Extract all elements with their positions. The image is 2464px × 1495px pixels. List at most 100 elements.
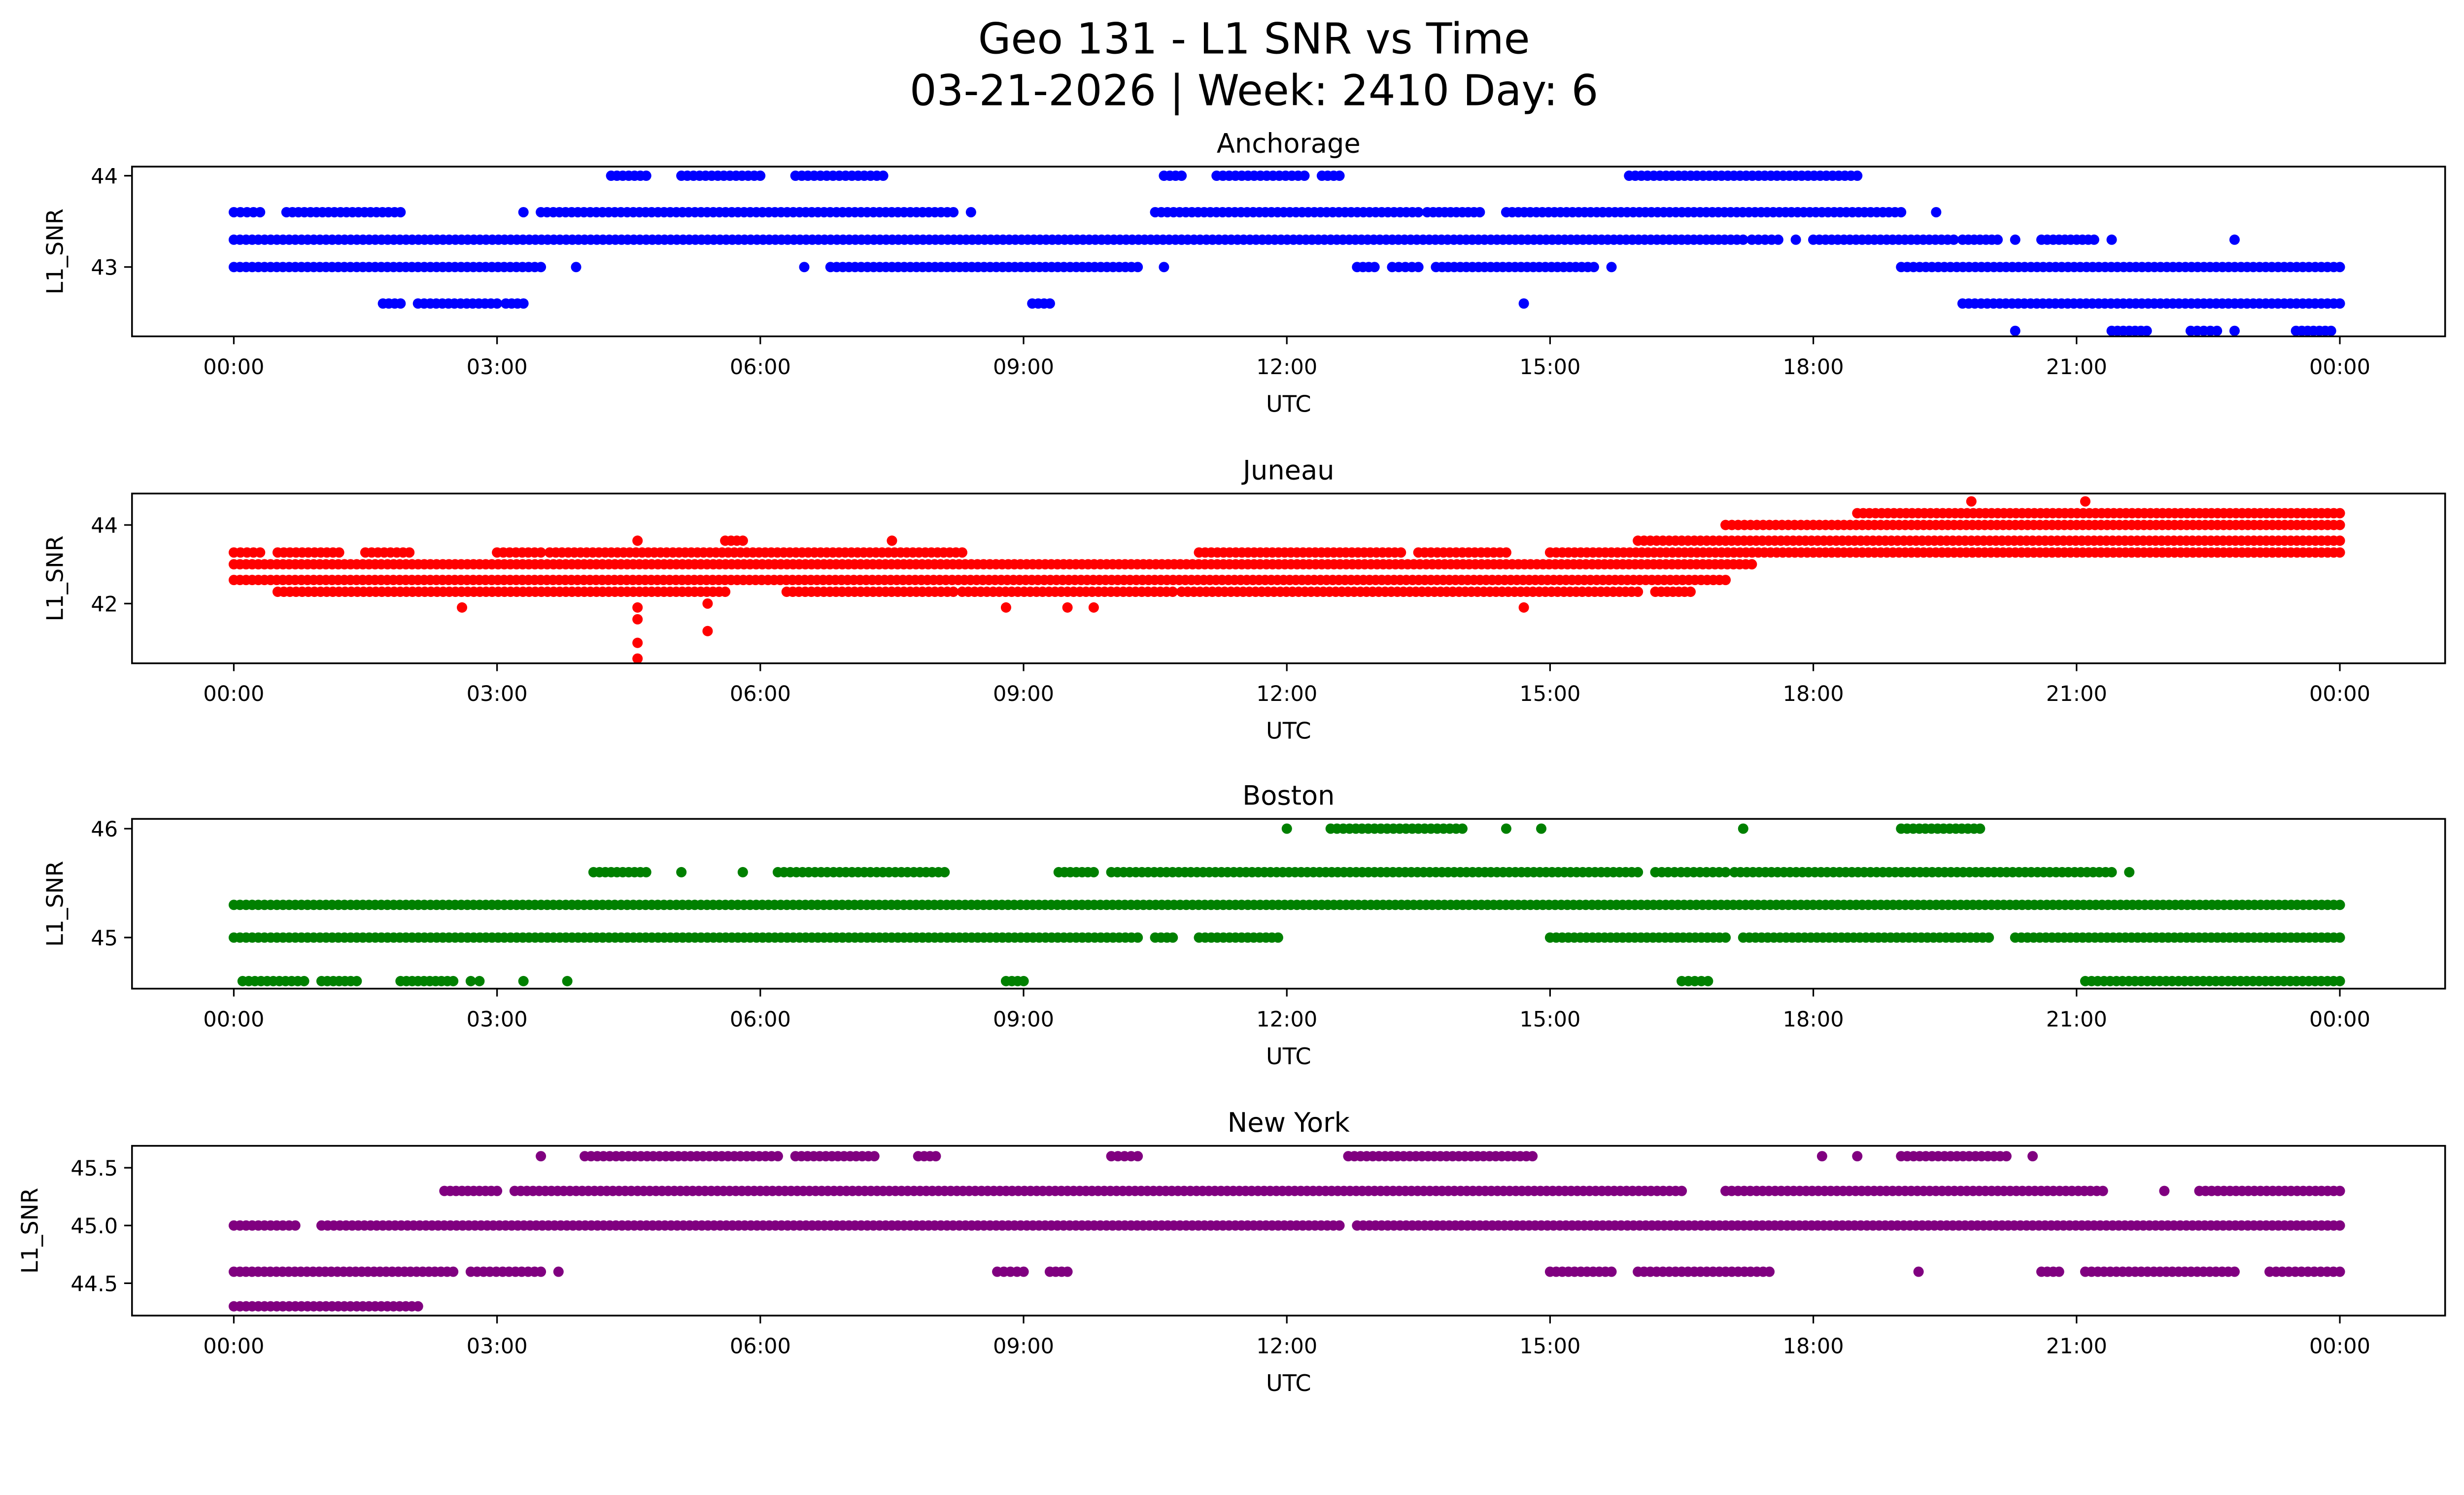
data-point (2124, 867, 2135, 877)
x-tick-label: 21:00 (2046, 682, 2107, 706)
data-point (948, 207, 959, 218)
data-point (2229, 1266, 2240, 1277)
data-point (1518, 602, 1529, 613)
y-tick-label: 44 (91, 164, 118, 189)
data-point (299, 975, 309, 986)
data-point (632, 637, 643, 648)
x-tick-label: 09:00 (993, 1334, 1054, 1359)
data-point (465, 975, 476, 986)
x-tick-label: 06:00 (730, 1007, 791, 1032)
data-point (1606, 1266, 1617, 1277)
data-point (1536, 823, 1547, 834)
data-point (720, 587, 731, 597)
data-point (1606, 262, 1617, 273)
data-point (404, 547, 415, 558)
x-axis-label: UTC (1266, 1043, 1311, 1070)
y-tick-label: 45.0 (70, 1214, 118, 1239)
data-point (2334, 1185, 2345, 1196)
data-point (2229, 234, 2240, 245)
y-tick-label: 43 (91, 256, 118, 280)
data-point (456, 602, 468, 613)
x-tick-label: 21:00 (2046, 1334, 2107, 1359)
data-point (2141, 325, 2152, 336)
data-point (1677, 1185, 1687, 1196)
data-point (474, 975, 485, 986)
data-point (1413, 262, 1424, 273)
data-point (255, 207, 266, 218)
data-point (1457, 823, 1468, 834)
x-tick-label: 12:00 (1256, 1334, 1317, 1359)
data-point (878, 170, 889, 181)
y-axis-label: L1_SNR (42, 861, 68, 946)
data-point (1518, 298, 1529, 309)
data-point (641, 867, 651, 877)
data-point (1931, 207, 1942, 218)
data-point (2010, 325, 2020, 336)
data-point (737, 867, 748, 877)
data-point (536, 1266, 547, 1277)
data-point (448, 975, 459, 986)
data-point (2326, 325, 2336, 336)
subplot-new-york: New York 00:00 03:00 06:00 09:00 12:00 15:00 18… (17, 1107, 2446, 1396)
data-point (1984, 932, 1994, 943)
x-tick-label: 06:00 (730, 1334, 791, 1359)
data-point (1501, 823, 1511, 834)
y-axis-label: L1_SNR (17, 1188, 43, 1274)
data-point (632, 653, 643, 663)
data-point (2334, 508, 2345, 519)
data-point (772, 1151, 783, 1162)
data-point (641, 170, 651, 181)
x-tick-label: 00:00 (203, 682, 264, 706)
data-point (1167, 587, 1178, 597)
data-point (799, 262, 810, 273)
data-point (1588, 262, 1599, 273)
data-point (518, 298, 529, 309)
data-point (395, 298, 406, 309)
data-point (1773, 234, 1783, 245)
data-point (492, 298, 503, 309)
data-point (562, 975, 573, 986)
x-tick-label: 06:00 (730, 682, 791, 706)
data-point (2001, 1151, 2012, 1162)
x-tick-label: 00:00 (203, 1007, 264, 1032)
data-point (702, 598, 713, 609)
chart-subtitle: 03-21-2026 | Week: 2410 Day: 6 (910, 67, 1598, 116)
data-point (2053, 1266, 2064, 1277)
data-point (571, 262, 582, 273)
data-point (1966, 496, 1977, 507)
x-tick-label: 18:00 (1783, 355, 1844, 380)
data-point (737, 535, 748, 546)
x-tick-label: 15:00 (1519, 1334, 1580, 1359)
data-point (1396, 547, 1406, 558)
y-tick-label: 45 (91, 926, 118, 951)
data-point (2080, 496, 2091, 507)
subplot-title: Boston (1242, 780, 1335, 811)
y-axis-label: L1_SNR (42, 535, 68, 621)
scatter-points (228, 1151, 2345, 1312)
data-point (536, 1151, 547, 1162)
x-tick-label: 21:00 (2046, 1007, 2107, 1032)
data-point (2334, 975, 2345, 986)
data-point (1413, 207, 1424, 218)
figure: Geo 131 - L1 SNR vs Time 03-21-2026 | We… (16, 14, 2446, 1397)
data-point (632, 535, 643, 546)
axes-frame (131, 166, 2446, 338)
data-point (1062, 1266, 1073, 1277)
data-point (448, 1266, 459, 1277)
data-point (1720, 575, 1731, 586)
y-tick-label: 44 (91, 514, 118, 538)
x-tick-label: 06:00 (730, 355, 791, 380)
data-point (2088, 234, 2099, 245)
data-point (412, 1301, 423, 1312)
x-tick-label: 03:00 (467, 355, 528, 380)
data-point (518, 207, 529, 218)
scatter-points (228, 823, 2345, 986)
x-tick-label: 15:00 (1519, 355, 1580, 380)
data-point (1272, 932, 1283, 943)
x-tick-label: 00:00 (203, 1334, 264, 1359)
data-point (492, 1185, 503, 1196)
data-point (1132, 262, 1143, 273)
data-point (1790, 234, 1801, 245)
data-point (2334, 932, 2345, 943)
data-point (1167, 932, 1178, 943)
